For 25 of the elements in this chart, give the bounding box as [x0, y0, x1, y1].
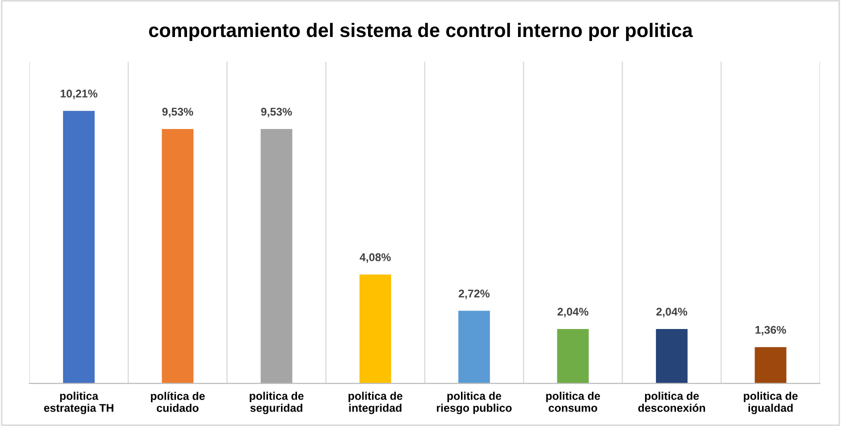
data-label: 9,53%	[162, 108, 194, 118]
bar	[458, 310, 490, 384]
bar	[260, 128, 292, 384]
x-tick-label: politica de igualdad	[744, 392, 798, 414]
x-tick-label: politica de riesgo publico	[436, 392, 512, 414]
bar	[63, 110, 95, 384]
x-tick-label: politica de integridad	[348, 392, 402, 414]
data-label: 2,04%	[558, 308, 588, 318]
bar	[656, 328, 688, 384]
x-tick-label: política de cuidado	[150, 392, 205, 412]
data-label: 2,04%	[656, 308, 688, 318]
data-label: 4,08%	[360, 253, 391, 263]
data-label: 10,21%	[60, 90, 98, 100]
bar	[557, 328, 589, 384]
x-tick-label: politica de consumo	[546, 392, 600, 412]
bar	[359, 274, 392, 384]
x-tick-label: politica estrategia TH	[44, 392, 114, 414]
x-tick-label: politica de seguridad	[250, 392, 304, 414]
chart-title: comportamiento del sistema de control interno por politica	[149, 22, 693, 42]
x-tick-label: politica de desconexión	[638, 392, 706, 412]
data-label: 1,36%	[756, 326, 786, 336]
bar	[162, 128, 194, 384]
data-label: 2,72%	[458, 290, 490, 300]
bar	[754, 347, 786, 384]
data-label: 9,53%	[261, 108, 292, 118]
